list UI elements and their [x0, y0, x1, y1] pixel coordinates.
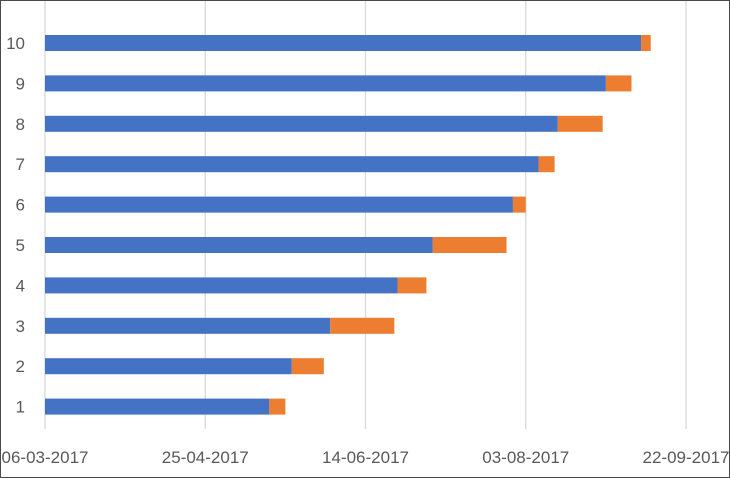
y-axis-labels: 1 2 3 4 5 6 7 8 9 10 — [6, 34, 25, 417]
bar-start-1 — [45, 398, 270, 415]
y-tick-label: 2 — [16, 357, 25, 376]
bar-start-8 — [45, 115, 558, 132]
bar-duration-9 — [605, 75, 632, 92]
x-tick-label: 14-06-2017 — [322, 448, 409, 467]
x-tick-label: 06-03-2017 — [2, 448, 89, 467]
bar-start-5 — [45, 237, 433, 253]
bar-duration-6 — [512, 196, 526, 213]
bar-start-7 — [45, 156, 539, 173]
bar-start-6 — [45, 196, 513, 213]
bar-start-4 — [45, 277, 398, 294]
y-tick-label: 5 — [16, 236, 25, 255]
y-tick-label: 6 — [16, 196, 25, 215]
y-tick-label: 10 — [6, 34, 25, 53]
x-tick-label: 03-08-2017 — [482, 448, 569, 467]
y-tick-label: 3 — [16, 317, 25, 336]
x-tick-label: 25-04-2017 — [162, 448, 249, 467]
x-axis-labels: 06-03-2017 25-04-2017 14-06-2017 03-08-2017… — [2, 448, 729, 467]
bar-start-2 — [45, 358, 292, 375]
y-tick-label: 8 — [16, 115, 25, 134]
bar-duration-2 — [291, 358, 324, 375]
bar-start-9 — [45, 75, 606, 92]
bar-duration-8 — [557, 115, 603, 132]
x-tick-label: 22-09-2017 — [643, 448, 729, 467]
bar-duration-10 — [641, 35, 651, 51]
bar-duration-1 — [269, 398, 286, 415]
bar-duration-3 — [330, 317, 395, 334]
y-tick-label: 7 — [16, 155, 25, 174]
bar-duration-5 — [432, 237, 507, 253]
y-tick-label: 1 — [16, 398, 25, 417]
bar-start-3 — [45, 317, 331, 334]
y-tick-label: 9 — [16, 74, 25, 93]
bars — [45, 35, 651, 415]
gridlines — [44, 1, 687, 429]
bar-start-10 — [45, 35, 642, 51]
bar-duration-4 — [397, 277, 427, 294]
y-tick-label: 4 — [16, 276, 25, 295]
bar-duration-7 — [538, 156, 555, 173]
